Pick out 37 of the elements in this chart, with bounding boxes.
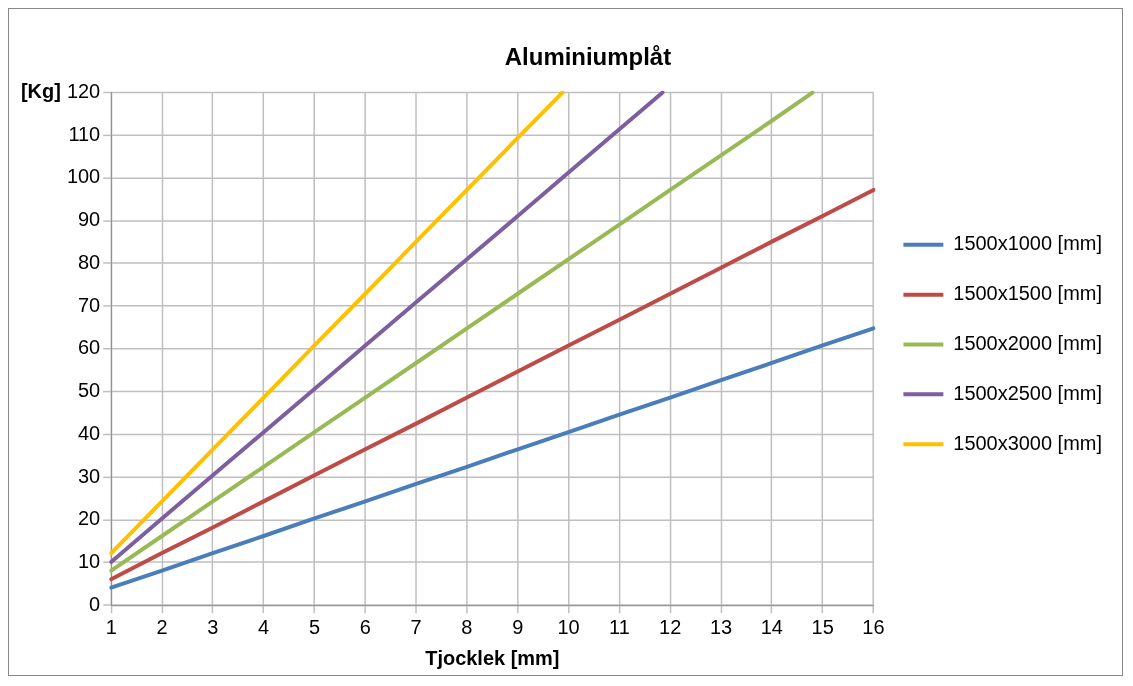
x-axis-title: Tjocklek [mm] — [425, 646, 560, 669]
y-tick-label: 40 — [78, 421, 101, 444]
y-tick-label: 30 — [78, 464, 101, 487]
x-tick-label: 14 — [760, 615, 783, 638]
legend-label: 1500x3000 [mm] — [953, 431, 1102, 454]
legend-label: 1500x1000 [mm] — [953, 232, 1102, 255]
legend-label: 1500x2500 [mm] — [953, 381, 1102, 404]
legend-label: 1500x1500 [mm] — [953, 282, 1102, 305]
y-tick-label: 80 — [78, 250, 101, 273]
y-tick-label: 60 — [78, 336, 101, 359]
x-tick-label: 2 — [156, 615, 168, 638]
x-tick-label: 5 — [308, 615, 321, 638]
y-tick-label: 20 — [78, 507, 101, 530]
chart-title: Aluminiumplåt — [504, 42, 672, 70]
x-tick-label: 16 — [862, 615, 885, 638]
y-tick-label: 100 — [66, 165, 101, 188]
y-tick-label: 50 — [78, 379, 101, 402]
x-tick-label: 9 — [512, 615, 524, 638]
y-tick-label: 0 — [89, 592, 101, 615]
y-tick-label: 70 — [78, 293, 101, 316]
x-tick-label: 12 — [659, 615, 682, 638]
y-tick-label: 120 — [66, 80, 101, 103]
y-tick-label: 10 — [78, 550, 101, 572]
x-tick-label: 11 — [609, 615, 630, 638]
x-tick-label: 7 — [410, 615, 422, 638]
legend-label: 1500x2000 [mm] — [953, 332, 1102, 354]
x-tick-label: 6 — [359, 615, 371, 638]
x-tick-label: 3 — [207, 615, 219, 638]
x-tick-label: 13 — [709, 615, 733, 638]
x-tick-label: 15 — [811, 615, 834, 638]
x-tick-label: 1 — [105, 615, 117, 638]
x-tick-label: 10 — [557, 615, 580, 638]
y-tick-label: 90 — [78, 208, 101, 231]
x-tick-label: 4 — [258, 615, 270, 638]
y-axis-title: [Kg] — [20, 80, 61, 103]
x-tick-label: 8 — [461, 615, 473, 638]
y-tick-label: 110 — [68, 122, 101, 145]
